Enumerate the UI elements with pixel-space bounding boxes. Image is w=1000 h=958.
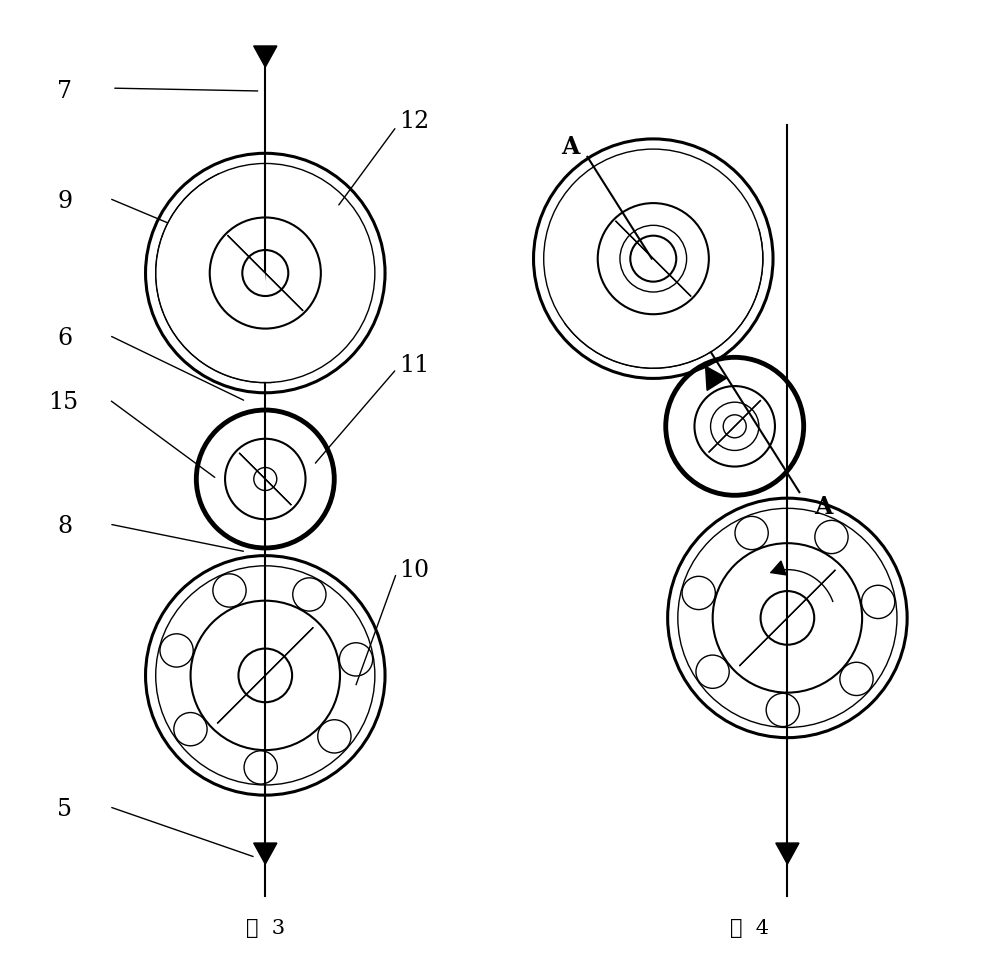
Text: 11: 11 — [399, 354, 430, 377]
Polygon shape — [706, 366, 727, 390]
Text: 8: 8 — [57, 515, 73, 538]
Text: 10: 10 — [399, 559, 430, 582]
Wedge shape — [565, 229, 762, 368]
Text: A: A — [814, 494, 833, 518]
Polygon shape — [771, 561, 786, 575]
Text: 6: 6 — [57, 327, 73, 350]
Text: 图  4: 图 4 — [730, 919, 769, 938]
Polygon shape — [776, 843, 799, 864]
Polygon shape — [254, 46, 277, 67]
Text: 5: 5 — [57, 798, 72, 821]
Text: 9: 9 — [57, 190, 73, 213]
Text: 图  3: 图 3 — [246, 919, 285, 938]
Wedge shape — [156, 174, 275, 382]
Text: 12: 12 — [399, 110, 430, 133]
Polygon shape — [254, 843, 277, 864]
Text: 15: 15 — [48, 391, 78, 414]
Text: 7: 7 — [57, 80, 72, 103]
Text: A: A — [561, 135, 579, 159]
